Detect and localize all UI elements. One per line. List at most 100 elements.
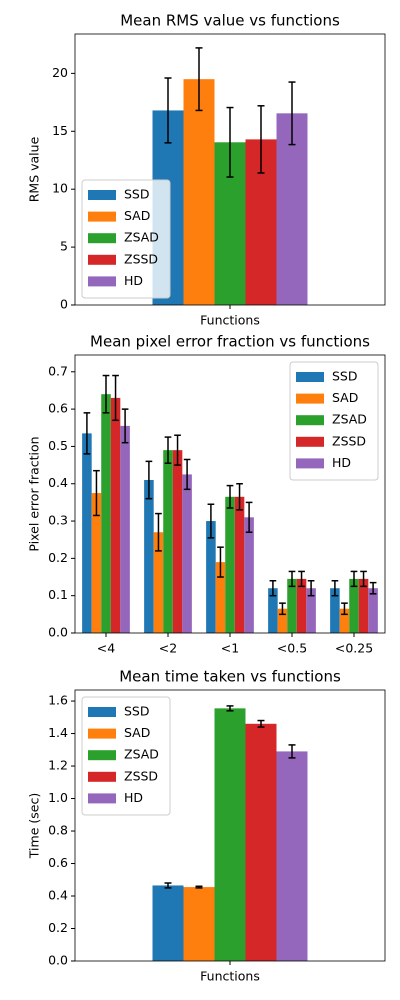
axes-frame [74,354,386,634]
chart-title: Mean RMS value vs functions [120,12,340,30]
y-tick-label: 0 [60,297,68,312]
error-bar [121,408,129,444]
legend-swatch [88,771,116,782]
legend-swatch [296,436,324,447]
bar [91,493,102,633]
legend-label: HD [124,790,143,805]
legend-swatch [296,372,324,382]
legend-box [289,361,379,481]
legend-swatch [88,707,116,717]
legend-swatch [88,254,116,265]
y-tick-label: 0.2 [48,550,68,565]
y-tick-label: 1.6 [48,693,68,708]
error-bar [269,580,277,597]
bar [368,588,378,633]
legend-swatch [88,233,116,244]
error-bar [245,501,253,533]
legend-swatch [88,211,116,222]
y-tick-label: 0.5 [48,438,68,453]
y-tick-label: 1.0 [48,790,68,805]
error-bar [226,106,234,178]
error-bar [288,570,296,588]
error-bar [217,546,224,578]
y-tick-label: 0.6 [48,401,68,416]
x-tick-label: <2 [159,641,177,656]
error-bar [369,581,377,595]
bar [339,608,350,633]
y-tick-label: 0.7 [48,363,68,378]
bar [245,723,277,961]
bar [296,578,307,633]
bar [244,517,254,633]
y-axis-label: Pixel error fraction [27,436,42,551]
legend-label: HD [124,273,143,288]
error-bar [195,47,203,112]
chart-title: Mean time taken vs functions [119,668,341,686]
error-bar [207,503,215,539]
y-tick-label: 10 [52,181,68,196]
error-bar [174,434,181,466]
error-bar [307,580,315,597]
y-tick-label: 0.1 [48,587,68,602]
x-tick-label: Functions [200,313,260,328]
error-bar [226,705,234,712]
bar [101,394,111,633]
y-tick-label: 1.4 [48,725,68,740]
bar [215,562,226,633]
error-bar [298,570,305,588]
y-tick-label: 1.2 [48,758,68,773]
y-tick-label: 0.3 [48,513,68,528]
x-tick-label: <0.25 [335,641,373,656]
legend-label: SSD [124,704,150,719]
error-bar [288,81,296,146]
error-bar [341,602,348,616]
axes-frame [74,33,386,306]
bar [144,480,154,633]
error-bar [226,484,234,509]
error-bar [288,744,296,759]
legend-swatch [88,793,116,804]
legend-swatch [88,190,116,200]
x-tick-label: Functions [200,969,260,984]
legend-box [81,696,171,816]
y-tick-label: 0.0 [48,625,68,640]
error-bar [164,77,172,144]
bar [206,521,216,633]
bar [152,885,184,961]
y-tick-label: 0.8 [48,823,68,838]
error-bar [164,436,172,464]
error-bar [360,570,367,588]
x-tick-label: <0.5 [277,641,307,656]
bar [82,433,92,633]
bar [268,588,278,633]
x-tick-label: <4 [97,641,115,656]
legend-label: SAD [332,390,358,405]
legend-swatch [296,415,324,426]
error-bar [195,885,203,889]
bar [120,425,130,633]
bar [276,751,308,961]
legend-label: SAD [124,725,150,740]
bar [183,79,215,306]
legend-label: HD [332,455,351,470]
error-bar [102,374,110,414]
error-bar [279,602,286,616]
y-tick-label: 0.4 [48,475,68,490]
legend-swatch [296,458,324,469]
legend-swatch [88,276,116,287]
legend-label: ZSAD [332,412,367,427]
bar [110,397,121,633]
error-bar [164,882,172,889]
bar [277,608,288,633]
error-bar [112,374,119,422]
legend-label: ZSSD [124,768,158,783]
error-bar [145,460,153,500]
y-axis-label: Time (sec) [27,793,42,859]
legend-label: SSD [124,187,150,202]
error-bar [93,469,100,517]
error-bar [236,482,243,511]
bar [214,708,246,961]
error-bar [350,570,358,588]
legend-box [81,179,171,299]
y-tick-label: 5 [60,239,68,254]
